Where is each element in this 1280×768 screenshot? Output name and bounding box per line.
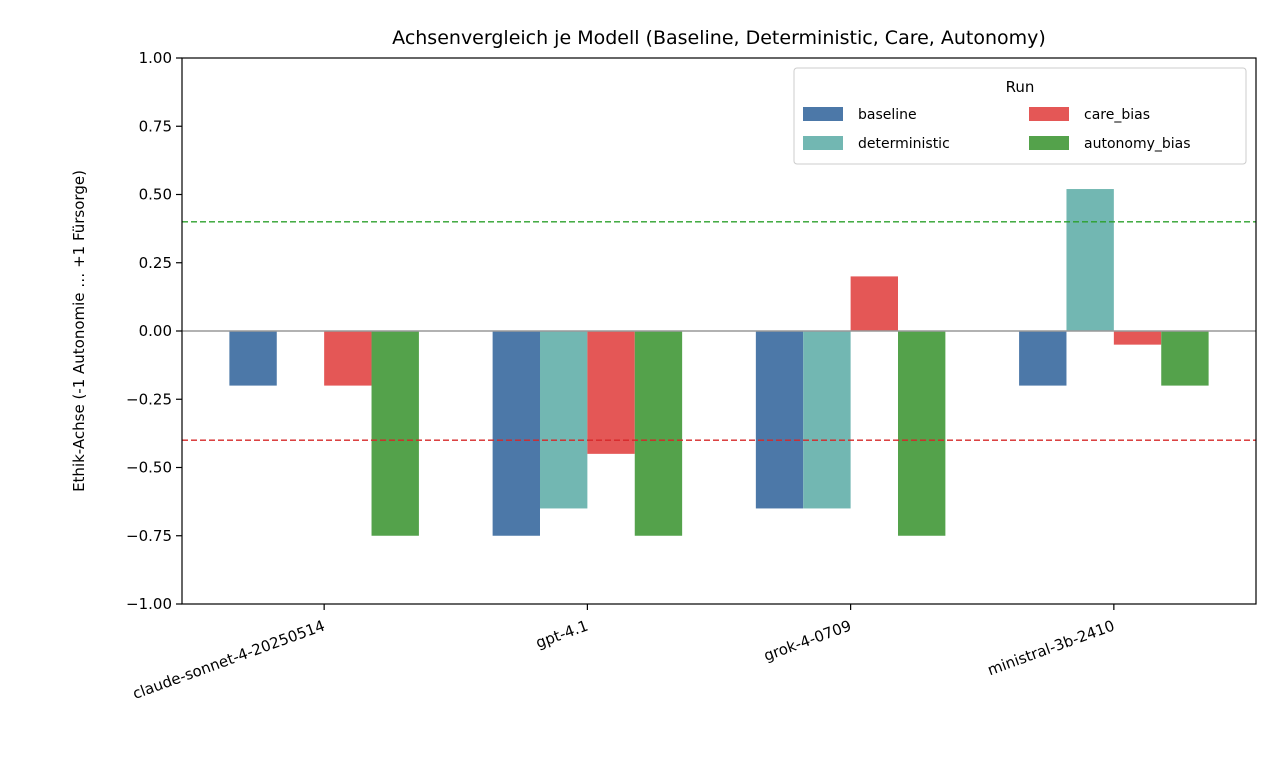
- x-tick-label: grok-4-0709: [761, 617, 853, 665]
- bar-baseline-3: [1019, 331, 1067, 386]
- plot-area: [182, 189, 1256, 536]
- y-axis-label: Ethik-Achse (-1 Autonomie … +1 Fürsorge): [70, 170, 88, 492]
- bar-deterministic-1: [540, 331, 588, 509]
- bar-deterministic-2: [803, 331, 851, 509]
- legend-label-autonomy_bias: autonomy_bias: [1084, 136, 1191, 152]
- bar-autonomy_bias-3: [1161, 331, 1209, 386]
- legend-swatch-deterministic: [803, 136, 843, 150]
- x-tick-label: ministral-3b-2410: [985, 617, 1117, 680]
- y-tick-label: −0.25: [126, 390, 172, 408]
- y-tick-label: 1.00: [139, 49, 172, 67]
- legend-swatch-autonomy_bias: [1029, 136, 1069, 150]
- y-tick-label: −0.50: [126, 459, 172, 477]
- legend-label-deterministic: deterministic: [858, 136, 950, 152]
- bar-autonomy_bias-1: [634, 331, 683, 536]
- bar-baseline-0: [229, 331, 277, 386]
- y-tick-label: −0.75: [126, 527, 172, 545]
- bar-autonomy_bias-0: [371, 331, 419, 536]
- legend-label-baseline: baseline: [858, 107, 917, 123]
- y-tick-label: −1.00: [126, 595, 172, 613]
- legend-title: Run: [1006, 78, 1035, 96]
- legend-label-care_bias: care_bias: [1084, 107, 1150, 123]
- x-tick-label: gpt-4.1: [533, 617, 590, 652]
- bar-baseline-1: [492, 331, 540, 536]
- y-tick-label: 0.75: [139, 117, 172, 135]
- x-tick-label: claude-sonnet-4-20250514: [130, 617, 327, 703]
- bar-care_bias-0: [324, 331, 372, 386]
- bar-care_bias-1: [587, 331, 635, 454]
- y-tick-label: 0.00: [139, 322, 172, 340]
- bar-deterministic-3: [1066, 189, 1114, 331]
- legend-box: [793, 67, 1247, 165]
- legend: Run baseline deterministic care_biasautono…: [793, 67, 1247, 165]
- y-tick-label: 0.25: [139, 254, 172, 272]
- y-tick-label: 0.50: [139, 186, 172, 204]
- bar-baseline-2: [755, 331, 804, 509]
- bar-care_bias-3: [1113, 331, 1162, 345]
- legend-swatch-care_bias: [1029, 107, 1069, 121]
- bar-autonomy_bias-2: [898, 331, 946, 536]
- chart-title: Achsenvergleich je Modell (Baseline, Det…: [392, 27, 1046, 49]
- bar-care_bias-2: [850, 276, 898, 331]
- legend-swatch-baseline: [803, 107, 843, 121]
